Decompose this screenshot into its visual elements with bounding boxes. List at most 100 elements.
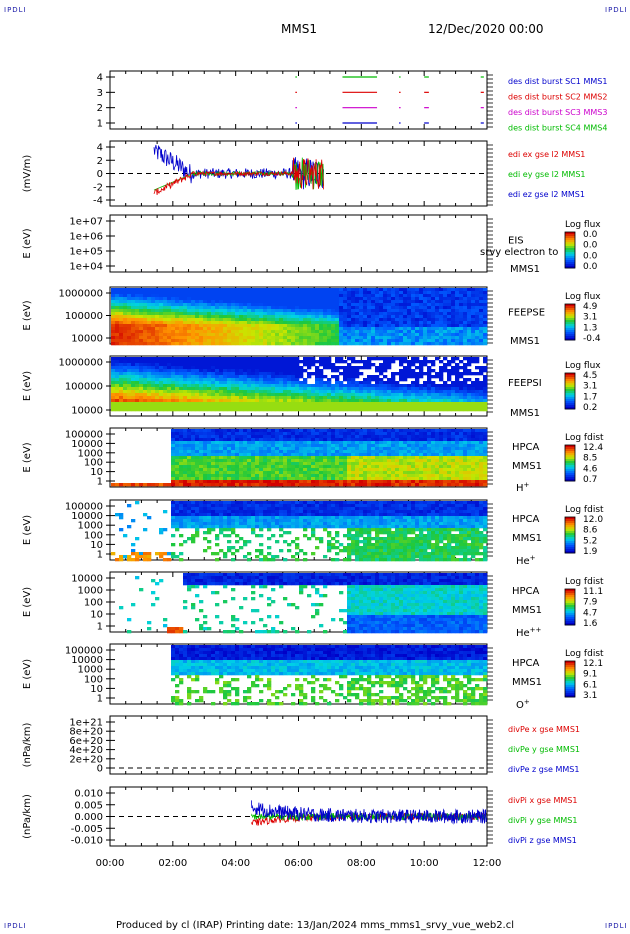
heatmap-cell: [283, 399, 288, 403]
heatmap-cell: [123, 306, 128, 310]
heatmap-cell: [399, 312, 404, 316]
heatmap-cell: [311, 297, 316, 301]
heatmap-cell: [335, 336, 340, 340]
heatmap-cell: [247, 330, 252, 334]
heatmap-cell: [219, 330, 224, 334]
heatmap-cell: [347, 465, 352, 469]
heatmap-cell: [187, 405, 192, 409]
heatmap-cell: [259, 357, 264, 361]
heatmap-cell: [227, 387, 232, 391]
heatmap-cell: [115, 396, 120, 400]
heatmap-cell: [483, 393, 488, 397]
heatmap-cell: [343, 324, 348, 328]
heatmap-cell: [467, 399, 472, 403]
heatmap-cell: [427, 333, 432, 337]
heatmap-cell: [343, 459, 348, 463]
heatmap-cell: [399, 378, 404, 382]
heatmap-cell: [159, 294, 164, 298]
heatmap-cell: [355, 480, 360, 484]
heatmap-cell: [123, 339, 128, 343]
heatmap-cell: [427, 396, 432, 400]
heatmap-cell: [243, 387, 248, 391]
heatmap-cell: [411, 306, 416, 310]
heatmap-cell: [243, 447, 248, 451]
heatmap-cell: [187, 465, 192, 469]
heatmap-cell: [223, 312, 228, 316]
heatmap-cell: [155, 300, 160, 304]
heatmap-cell: [379, 456, 384, 460]
heatmap-cell: [179, 402, 184, 406]
heatmap-cell: [175, 306, 180, 310]
heatmap-cell: [111, 333, 116, 337]
heatmap-cell: [227, 441, 232, 445]
heatmap-cell: [315, 306, 320, 310]
heatmap-cell: [135, 357, 140, 361]
heatmap-cell: [483, 375, 488, 379]
heatmap-cell: [263, 333, 268, 337]
heatmap-cell: [299, 300, 304, 304]
heatmap-cell: [127, 324, 132, 328]
heatmap-cell: [355, 402, 360, 406]
heatmap-cell: [263, 288, 268, 292]
heatmap-cell: [283, 378, 288, 382]
heatmap-cell: [123, 297, 128, 301]
heatmap-cell: [471, 408, 476, 412]
heatmap-cell: [347, 327, 352, 331]
heatmap-cell: [291, 447, 296, 451]
heatmap-cell: [251, 441, 256, 445]
heatmap-cell: [479, 339, 484, 343]
heatmap-cell: [347, 402, 352, 406]
heatmap-cell: [359, 480, 364, 484]
heatmap-cell: [139, 321, 144, 325]
heatmap-cell: [479, 315, 484, 319]
heatmap-cell: [119, 312, 124, 316]
heatmap-cell: [223, 408, 228, 412]
heatmap-cell: [255, 306, 260, 310]
heatmap-cell: [235, 372, 240, 376]
heatmap-cell: [431, 318, 436, 322]
heatmap-cell: [379, 300, 384, 304]
heatmap-cell: [343, 393, 348, 397]
heatmap-cell: [315, 375, 320, 379]
heatmap-cell: [383, 339, 388, 343]
heatmap-cell: [391, 339, 396, 343]
heatmap-cell: [323, 462, 328, 466]
heatmap-cell: [251, 465, 256, 469]
heatmap-cell: [139, 357, 144, 361]
heatmap-cell: [143, 315, 148, 319]
heatmap-cell: [435, 297, 440, 301]
heatmap-cell: [399, 327, 404, 331]
heatmap-cell: [339, 291, 344, 295]
heatmap-cell: [319, 408, 324, 412]
heatmap-cell: [235, 435, 240, 439]
heatmap-cell: [199, 405, 204, 409]
heatmap-cell: [411, 408, 416, 412]
heatmap-cell: [331, 369, 336, 373]
heatmap-cell: [247, 387, 252, 391]
heatmap-cell: [363, 381, 368, 385]
heatmap-cell: [447, 294, 452, 298]
heatmap-cell: [383, 294, 388, 298]
heatmap-cell: [215, 444, 220, 448]
heatmap-cell: [191, 360, 196, 364]
heatmap-cell: [223, 303, 228, 307]
heatmap-cell: [243, 315, 248, 319]
heatmap-cell: [387, 456, 392, 460]
heatmap-cell: [375, 456, 380, 460]
heatmap-cell: [239, 432, 244, 436]
heatmap-cell: [239, 363, 244, 367]
heatmap-cell: [311, 453, 316, 457]
heatmap-cell: [247, 381, 252, 385]
heatmap-cell: [267, 453, 272, 457]
heatmap-cell: [311, 465, 316, 469]
heatmap-cell: [151, 405, 156, 409]
heatmap-cell: [443, 324, 448, 328]
heatmap-cell: [367, 468, 372, 472]
heatmap-cell: [423, 315, 428, 319]
heatmap-cell: [199, 327, 204, 331]
heatmap-cell: [411, 363, 416, 367]
heatmap-cell: [223, 396, 228, 400]
heatmap-cell: [475, 393, 480, 397]
heatmap-cell: [483, 324, 488, 328]
heatmap-cell: [343, 450, 348, 454]
